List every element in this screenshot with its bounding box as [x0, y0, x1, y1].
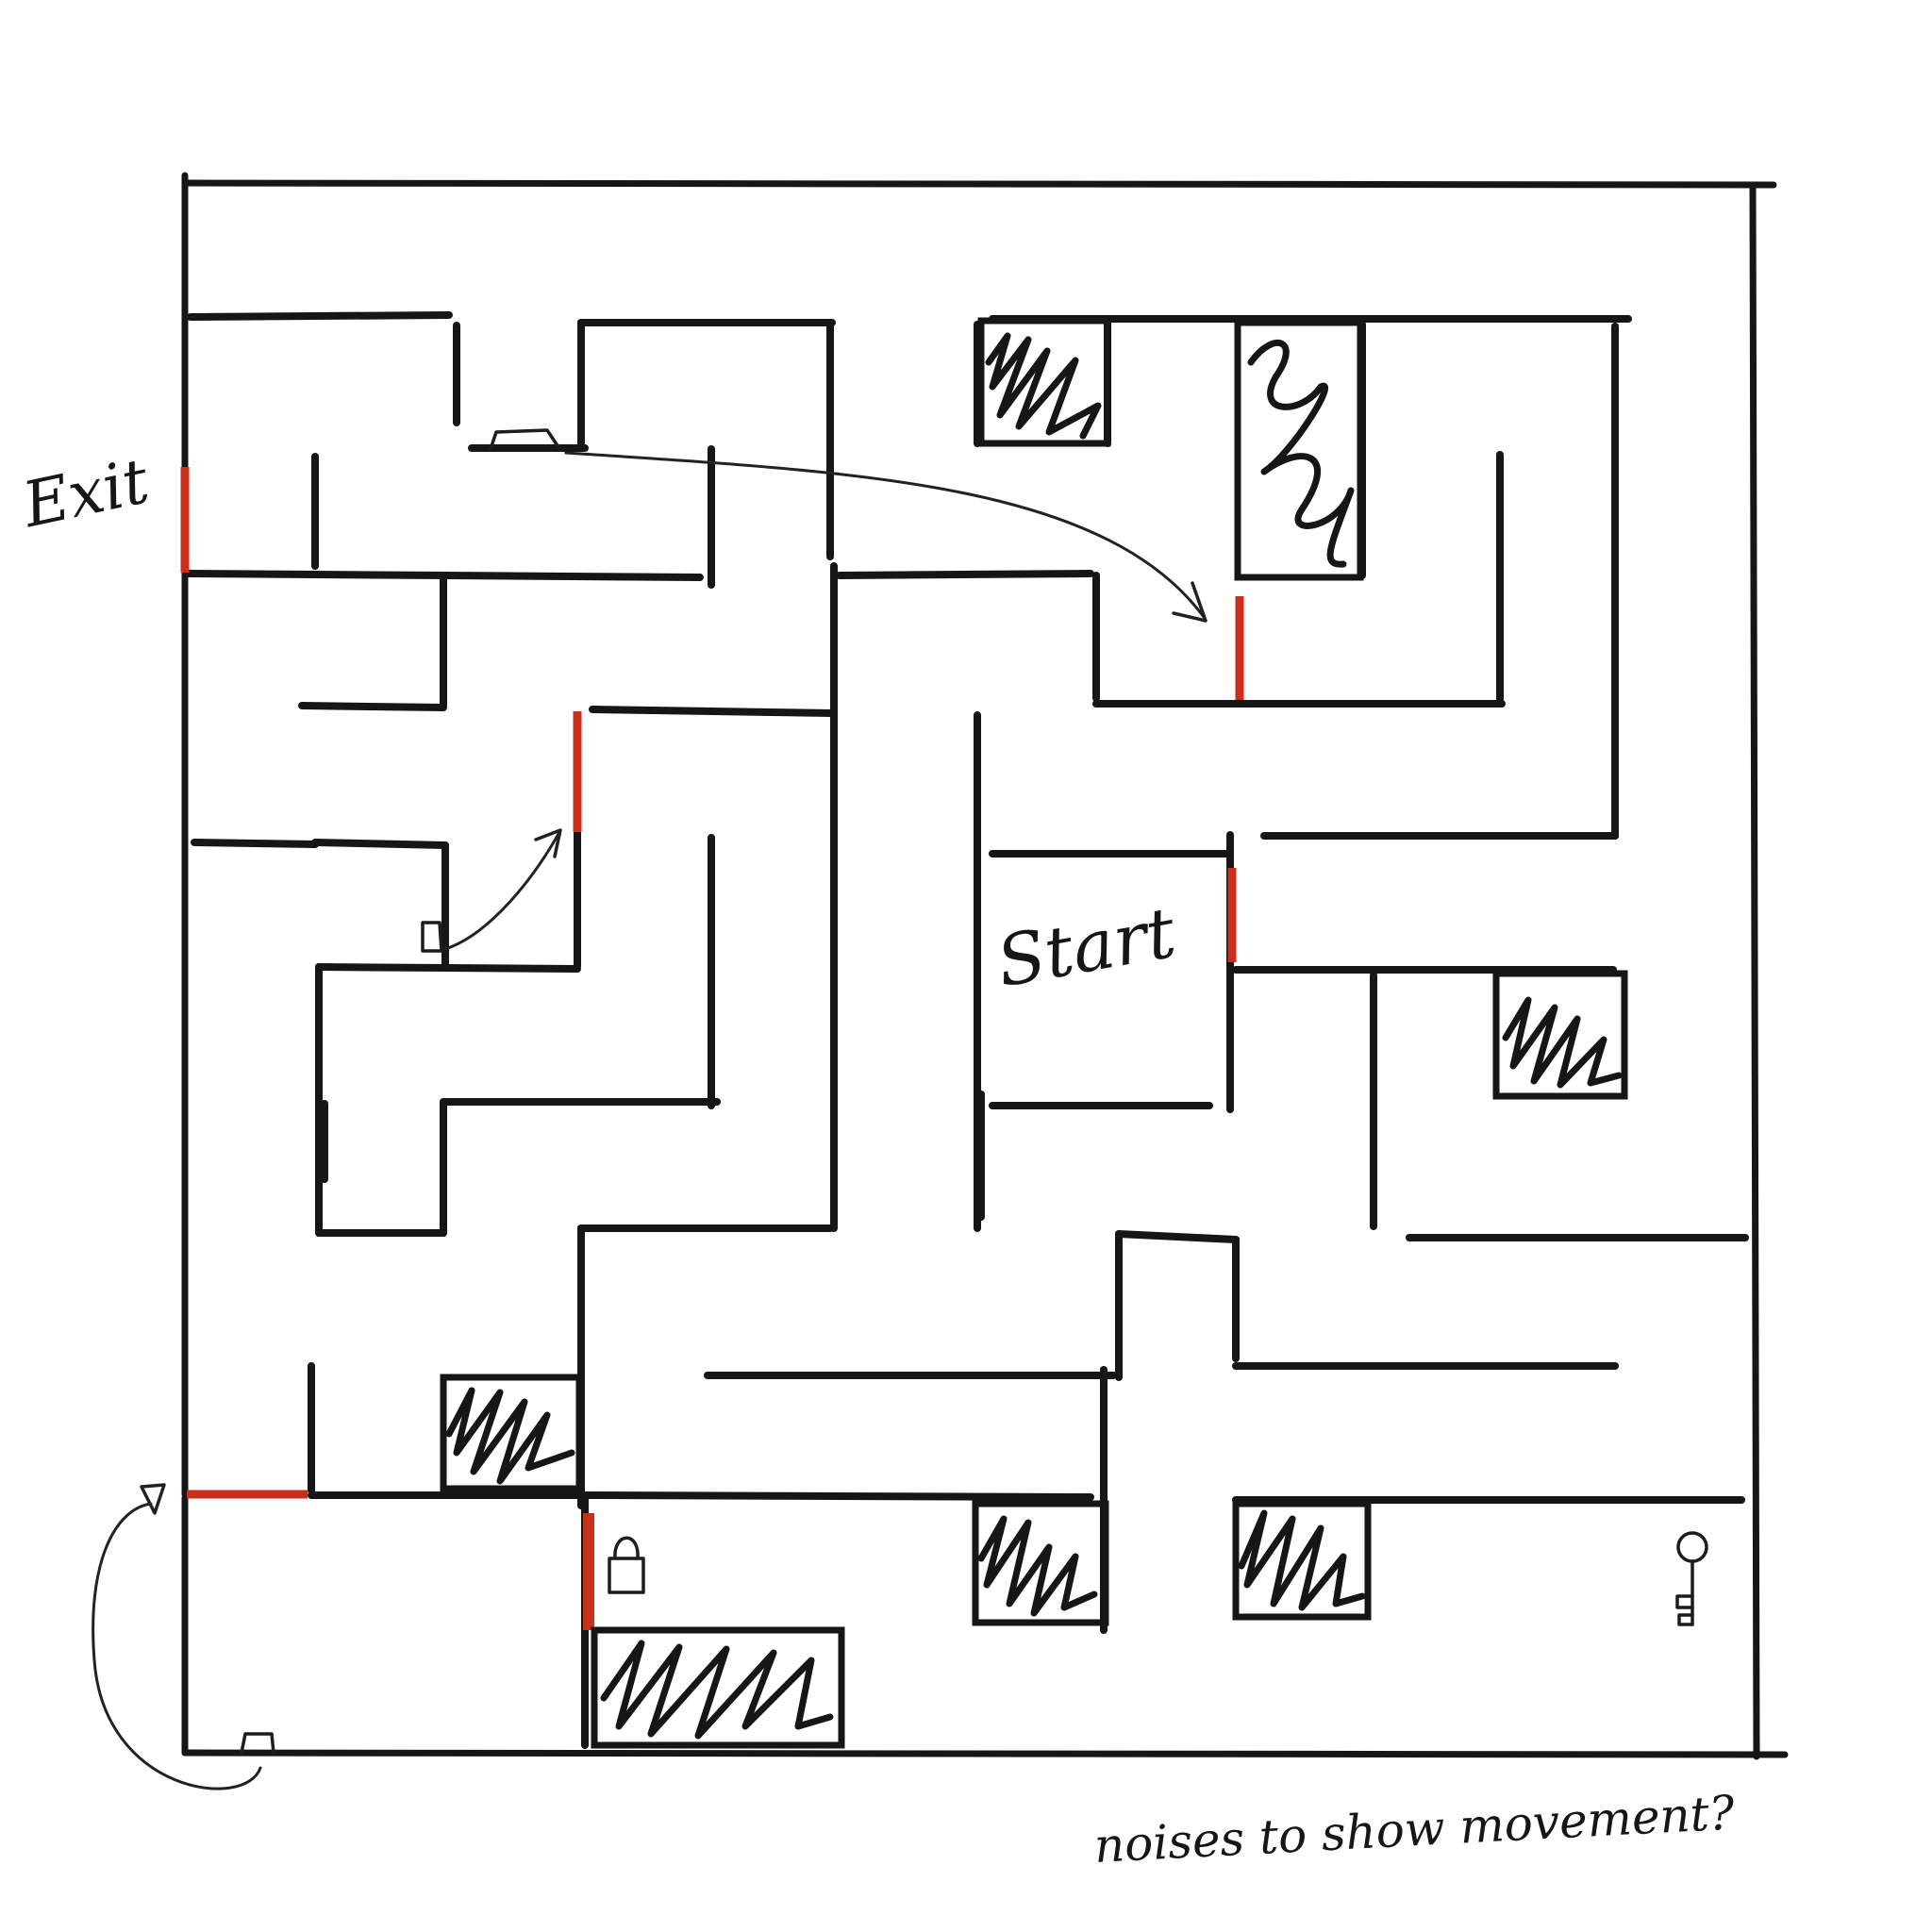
block-icon [440, 1374, 583, 1492]
pad-left [421, 921, 443, 953]
block-icon [1234, 319, 1364, 581]
block-icon [591, 1626, 845, 1749]
maze-border [181, 172, 1789, 1760]
block-icon [977, 317, 1111, 447]
arrow-icon [443, 828, 562, 951]
pad-bottom [240, 1732, 275, 1755]
lock-icon [608, 1536, 645, 1594]
block-icon [972, 1500, 1109, 1626]
block-icon [1232, 1500, 1372, 1621]
arrow-icon [564, 451, 1208, 623]
key-icon [1675, 1531, 1708, 1626]
block-icon [1492, 970, 1628, 1100]
arrow-icon [92, 1483, 262, 1790]
red-doors [180, 467, 1244, 1630]
pad-top [489, 428, 560, 451]
